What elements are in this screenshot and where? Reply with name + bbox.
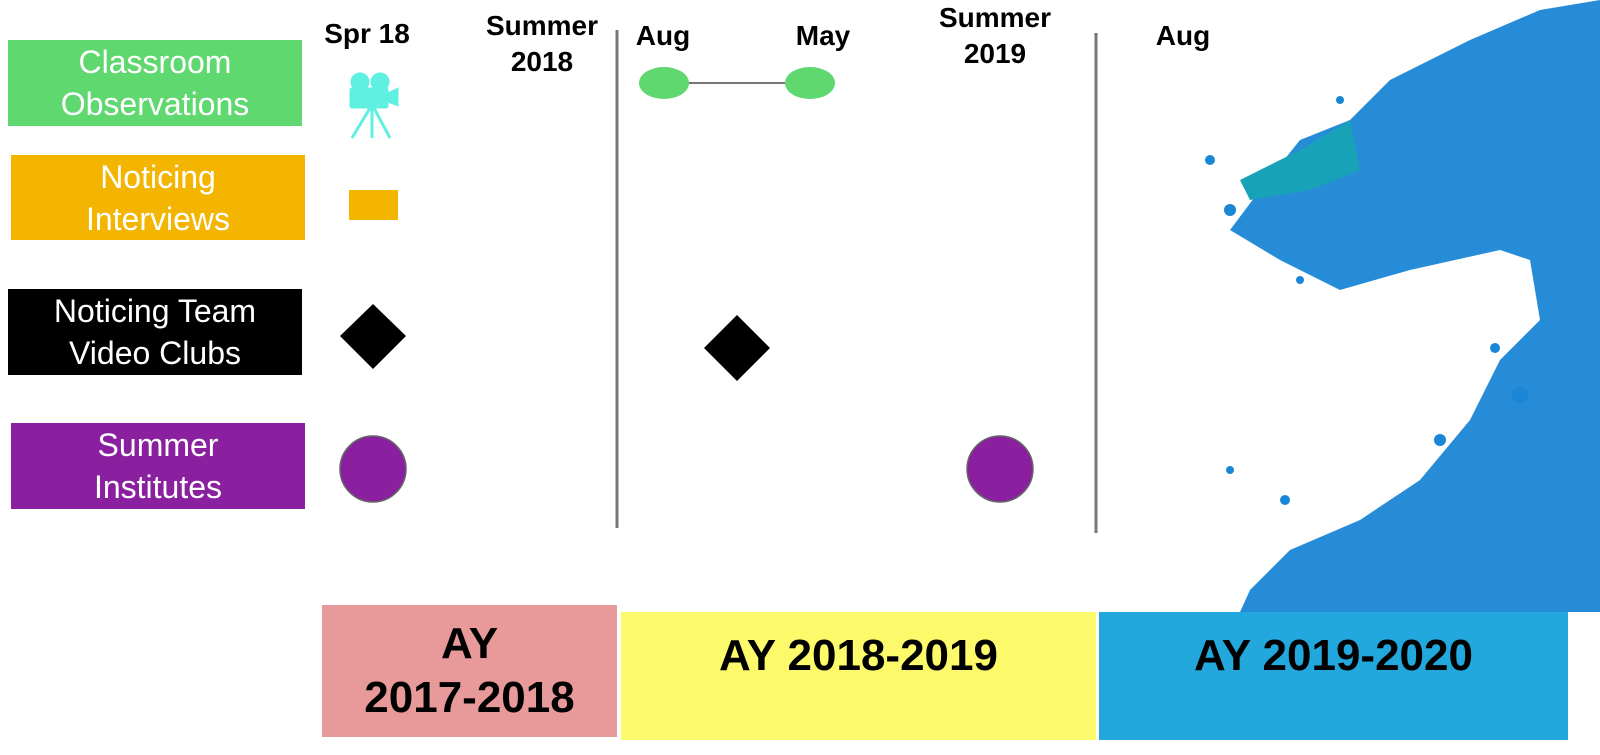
- text-line: AY 2018-2019: [621, 629, 1096, 683]
- text-line: Interviews: [11, 198, 305, 240]
- text-line: AY 2019-2020: [1099, 629, 1568, 683]
- text-line: Classroom: [8, 41, 302, 83]
- year-label: AY 2018-2019: [621, 612, 1096, 700]
- observation-marker: [639, 67, 689, 99]
- column-header: May: [743, 18, 903, 54]
- institute-marker: [967, 436, 1033, 502]
- interview-marker: [349, 190, 398, 220]
- camera-icon: [350, 73, 398, 138]
- video-club-marker: [704, 315, 770, 381]
- text-line: 2019: [915, 36, 1075, 72]
- column-header: Aug: [1103, 18, 1263, 54]
- text-line: Noticing: [11, 156, 305, 198]
- text-line: AY: [322, 617, 617, 671]
- text-line: Summer: [11, 424, 305, 466]
- observation-marker: [785, 67, 835, 99]
- video-club-marker: [340, 304, 406, 369]
- column-header: Spr 18: [287, 16, 447, 52]
- text-line: Institutes: [11, 466, 305, 508]
- text-line: Aug: [583, 18, 743, 54]
- text-line: Spr 18: [287, 16, 447, 52]
- text-line: Aug: [1103, 18, 1263, 54]
- text-line: May: [743, 18, 903, 54]
- text-line: Summer: [915, 0, 1075, 36]
- slide: Spr 18Summer2018AugMaySummer2019Aug Clas…: [0, 0, 1600, 755]
- text-line: Video Clubs: [8, 332, 302, 374]
- text-line: 2017-2018: [322, 671, 617, 725]
- year-label: AY 2019-2020: [1099, 612, 1568, 700]
- column-header: Aug: [583, 18, 743, 54]
- text-line: Noticing Team: [8, 290, 302, 332]
- paint-splash: [1205, 0, 1600, 612]
- institute-marker: [340, 436, 406, 502]
- text-line: Observations: [8, 83, 302, 125]
